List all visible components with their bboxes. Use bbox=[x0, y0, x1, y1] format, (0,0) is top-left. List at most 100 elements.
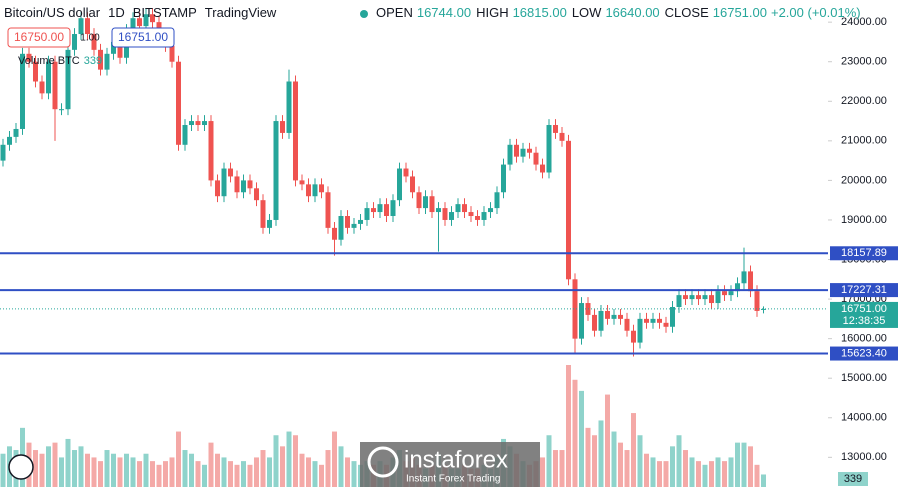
candle-body bbox=[566, 140, 571, 280]
volume-bar bbox=[657, 461, 662, 487]
candle-body bbox=[676, 295, 682, 307]
exchange: BITSTAMP bbox=[133, 5, 197, 20]
candle-body bbox=[702, 295, 708, 300]
candle-body bbox=[501, 164, 506, 193]
volume-bar bbox=[546, 435, 552, 487]
candle-body bbox=[540, 164, 545, 173]
candle-body bbox=[650, 318, 656, 323]
volume-bar bbox=[137, 461, 142, 487]
volume-bar bbox=[702, 464, 708, 487]
volume-bar bbox=[624, 450, 630, 487]
candle-body bbox=[332, 227, 337, 240]
candle-body bbox=[689, 295, 695, 300]
candle-body bbox=[345, 216, 350, 228]
volume-bar bbox=[559, 450, 565, 487]
volume-bar bbox=[254, 457, 259, 487]
level-label-box bbox=[830, 246, 898, 261]
candle-body bbox=[442, 208, 448, 220]
volume-bar bbox=[735, 442, 740, 487]
candle-body bbox=[26, 53, 32, 62]
candle-body bbox=[403, 168, 409, 177]
volume-bar bbox=[98, 461, 103, 487]
volume-axis-box bbox=[838, 472, 868, 486]
candle-body bbox=[462, 204, 467, 213]
candle-body bbox=[52, 61, 58, 110]
candle-body bbox=[78, 18, 84, 35]
candle-body bbox=[436, 208, 441, 213]
volume-bar bbox=[267, 457, 272, 487]
candle-body bbox=[553, 125, 558, 133]
candle-body bbox=[449, 212, 454, 220]
volume-bar bbox=[208, 442, 214, 487]
ohlc-name: CLOSE bbox=[665, 5, 709, 20]
watermark-logo bbox=[367, 446, 399, 478]
candle-body bbox=[312, 184, 318, 197]
candle-body bbox=[85, 18, 90, 35]
candle-body bbox=[221, 168, 227, 197]
candle-body bbox=[143, 14, 149, 27]
volume-bar bbox=[540, 457, 545, 487]
ask: 16751.00 bbox=[118, 30, 168, 44]
volume-bar bbox=[273, 435, 279, 487]
candle-body bbox=[137, 18, 142, 27]
ohlc-value: 16815.00 bbox=[513, 5, 567, 20]
spread: 1.00 bbox=[80, 33, 100, 44]
y-tick-label: 23000.00 bbox=[841, 56, 887, 68]
volume-bar bbox=[241, 461, 246, 487]
volume-bar bbox=[228, 461, 233, 487]
volume-bar bbox=[124, 453, 129, 487]
ohlc-change: +2.00 (+0.01%) bbox=[771, 5, 861, 20]
volume-bar bbox=[260, 450, 266, 487]
volume-bar bbox=[143, 453, 149, 487]
volume-bar bbox=[631, 413, 636, 487]
candle-body bbox=[559, 132, 565, 141]
volume-bar bbox=[553, 450, 558, 487]
candle-body bbox=[130, 18, 136, 31]
candle-body bbox=[247, 180, 253, 189]
candle-body bbox=[0, 144, 6, 161]
volume-bar bbox=[299, 453, 305, 487]
candle-body bbox=[39, 81, 45, 94]
watermark-brand: instaforex bbox=[404, 446, 508, 473]
candle-body bbox=[241, 180, 246, 193]
y-tick-label: 16000.00 bbox=[841, 333, 887, 345]
volume-bar bbox=[59, 457, 64, 487]
volume-bar bbox=[150, 461, 155, 487]
candle-body bbox=[72, 34, 77, 50]
volume-bar bbox=[741, 442, 747, 487]
volume-bar bbox=[683, 450, 688, 487]
volume-bar bbox=[748, 446, 753, 487]
y-tick-label: 22000.00 bbox=[841, 95, 887, 107]
volume-bar bbox=[247, 464, 253, 487]
interval: 1D bbox=[108, 5, 125, 20]
ohlc-name: LOW bbox=[572, 5, 602, 20]
candle-body bbox=[306, 184, 311, 197]
candle-body bbox=[267, 219, 272, 228]
candle-body bbox=[741, 271, 747, 284]
candle-body bbox=[533, 152, 539, 165]
volume-bar bbox=[312, 461, 318, 487]
volume-bar bbox=[598, 420, 604, 487]
volume-bar bbox=[182, 450, 188, 487]
candle-body bbox=[416, 192, 422, 209]
volume-bar bbox=[722, 461, 727, 487]
candle-body bbox=[176, 61, 181, 145]
candle-body bbox=[494, 192, 500, 209]
volume-bar bbox=[39, 453, 45, 487]
header-symbol: Bitcoin/US dollar 1D BITSTAMP TradingView bbox=[4, 5, 277, 20]
candle-body bbox=[514, 144, 519, 157]
volume-bar bbox=[280, 446, 285, 487]
volume-bar bbox=[286, 431, 292, 487]
candle-body bbox=[761, 308, 766, 310]
volume-bar bbox=[85, 453, 90, 487]
last-price-box bbox=[830, 301, 898, 328]
y-tick-label: 13000.00 bbox=[841, 451, 887, 463]
volume-value: 339 bbox=[84, 55, 102, 67]
volume-bar bbox=[585, 427, 591, 487]
volume-bar bbox=[78, 446, 84, 487]
candle-body bbox=[520, 148, 526, 157]
volume-bar bbox=[319, 464, 324, 487]
candle-body bbox=[293, 81, 298, 181]
volume-bar bbox=[104, 450, 110, 487]
